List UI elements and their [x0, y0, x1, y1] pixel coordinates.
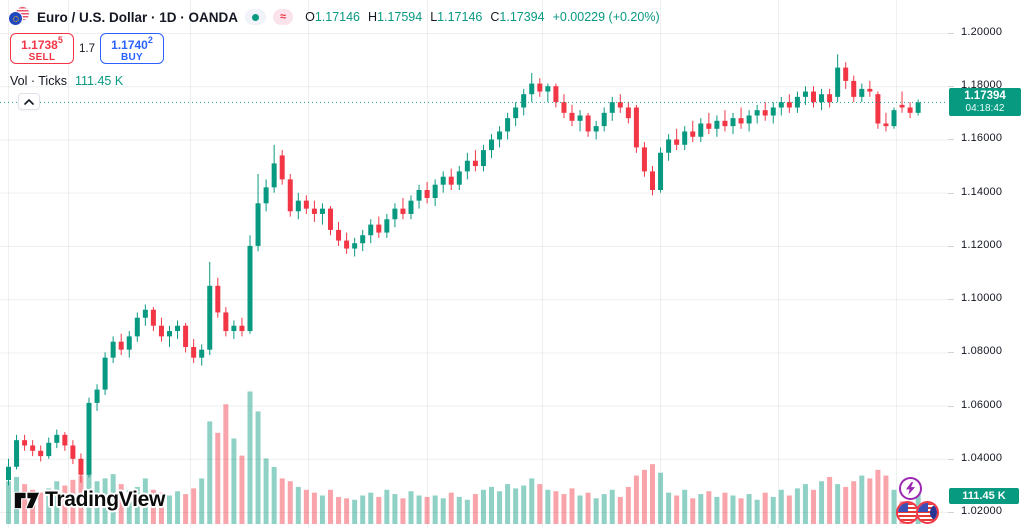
chevron-up-icon [24, 98, 34, 105]
axis-tick-mark [948, 512, 954, 513]
us-flag-event-icon[interactable] [896, 501, 919, 524]
open-label: O [305, 10, 315, 24]
bar-close-countdown: 04:18:42 [965, 103, 1005, 114]
axis-tick-mark [948, 299, 954, 301]
lightning-bolt-icon [905, 482, 916, 495]
close-value: 1.17394 [499, 10, 545, 24]
low-label: L [430, 10, 438, 24]
ohlc-readout: O1.17146 H1.17594 L1.17146 C1.17394 +0.0… [305, 10, 660, 24]
sell-label: SELL [28, 51, 56, 63]
spread-value: 1.7 [79, 42, 95, 55]
market-status-pill[interactable] [245, 9, 267, 25]
volume-indicator-legend: Vol · Ticks 111.45 K [10, 74, 123, 88]
price-axis-label: 1.12000 [961, 238, 1003, 251]
current-volume-badge: 111.45 K [949, 488, 1019, 504]
high-label: H [368, 10, 378, 24]
us-flag-canton [898, 503, 908, 512]
sell-price-pip: 5 [57, 34, 63, 45]
axis-tick-mark [948, 405, 954, 407]
axis-tick-mark [948, 33, 954, 34]
approx-data-pill[interactable]: ≈ [273, 9, 294, 25]
price-axis-label: 1.14000 [961, 185, 1003, 198]
eu-stars-icon [12, 15, 19, 22]
us-flag-event-icon[interactable] [916, 501, 939, 524]
overlapped-flag-edge [930, 505, 937, 520]
sell-price: 1.1738 [21, 37, 58, 52]
axis-tick-mark [948, 352, 954, 354]
market-open-dot-icon [252, 13, 260, 21]
price-axis-label: 1.16000 [961, 132, 1003, 145]
tradingview-wordmark: TradingView [45, 488, 166, 511]
price-axis-label: 1.06000 [961, 398, 1003, 411]
buy-price: 1.1740 [111, 37, 148, 52]
axis-tick-mark [948, 192, 954, 194]
candlestick-chart-canvas[interactable] [0, 0, 948, 528]
buy-label: BUY [120, 51, 143, 63]
price-axis[interactable]: 1.20000 1.18000 1.16000 1.14000 1.12000 1.100… [948, 0, 1024, 528]
price-change: +0.00229 (+0.20%) [552, 10, 660, 24]
price-axis-label: 1.20000 [961, 26, 1003, 38]
current-price-value: 1.17394 [964, 90, 1006, 102]
price-axis-label: 1.02000 [961, 505, 1003, 517]
indicator-value: 111.45 K [74, 74, 124, 88]
us-flag-canton [918, 503, 928, 512]
tradingview-mark-icon [13, 491, 40, 510]
price-axis-label: 1.10000 [961, 292, 1003, 305]
trade-panel: 1.17385 SELL 1.7 1.17402 BUY [10, 33, 164, 64]
high-value: 1.17594 [377, 10, 423, 24]
axis-tick-mark [948, 458, 954, 460]
axis-tick-mark [948, 86, 954, 88]
symbol-title[interactable]: Euro / U.S. Dollar · 1D · OANDA [37, 9, 239, 25]
close-label: C [490, 10, 500, 24]
price-axis-label: 1.04000 [961, 451, 1003, 464]
indicator-title[interactable]: Vol · Ticks [10, 74, 67, 88]
sell-button[interactable]: 1.17385 SELL [10, 33, 74, 64]
lightning-event-icon[interactable] [899, 477, 922, 500]
open-value: 1.17146 [314, 10, 360, 24]
buy-button[interactable]: 1.17402 BUY [100, 33, 164, 64]
price-axis-label: 1.08000 [961, 345, 1003, 358]
axis-tick-mark [948, 139, 954, 141]
low-value: 1.17146 [437, 10, 483, 24]
current-price-badge: 1.17394 04:18:42 [949, 88, 1021, 116]
chart-header: Euro / U.S. Dollar · 1D · OANDA ≈ O1.171… [8, 7, 660, 27]
buy-price-pip: 2 [147, 34, 153, 45]
axis-tick-mark [948, 245, 954, 247]
collapse-pane-button[interactable] [18, 93, 40, 110]
eur-usd-pair-icon [8, 7, 30, 27]
tradingview-logo[interactable]: TradingView [13, 487, 165, 513]
